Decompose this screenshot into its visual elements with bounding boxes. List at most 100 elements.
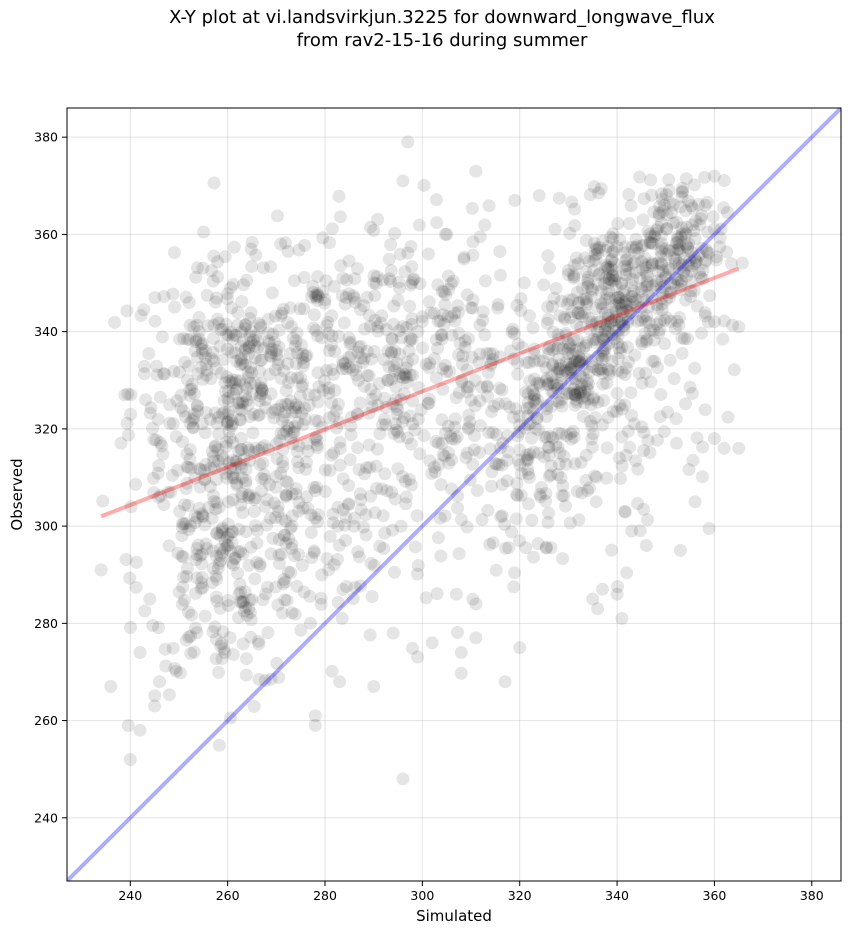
scatter-point — [407, 272, 421, 286]
scatter-point — [217, 406, 231, 420]
scatter-point — [440, 227, 454, 241]
scatter-point — [392, 324, 406, 338]
scatter-point — [147, 486, 161, 500]
scatter-point — [241, 398, 255, 412]
scatter-point — [688, 361, 702, 375]
x-tick-label: 380 — [800, 888, 824, 903]
scatter-point — [432, 458, 446, 472]
scatter-point — [191, 367, 205, 381]
scatter-point — [589, 252, 603, 266]
scatter-point — [660, 222, 673, 236]
scatter-point — [595, 362, 609, 376]
scatter-point — [181, 373, 194, 387]
scatter-point — [452, 326, 466, 340]
scatter-point — [480, 346, 494, 360]
scatter-point — [487, 399, 501, 413]
scatter-point — [152, 490, 165, 504]
scatter-point — [551, 362, 565, 376]
scatter-point — [266, 327, 280, 341]
scatter-point — [638, 258, 652, 272]
scatter-point — [563, 340, 577, 354]
scatter-point — [255, 472, 269, 485]
scatter-point — [240, 652, 253, 666]
scatter-point — [590, 243, 604, 257]
scatter-point — [358, 322, 372, 336]
scatter-point — [283, 347, 297, 361]
scatter-point — [525, 513, 539, 527]
scatter-point — [176, 435, 189, 449]
scatter-point — [531, 393, 544, 407]
scatter-point — [210, 526, 224, 540]
scatter-point — [192, 501, 206, 515]
scatter-point — [403, 334, 417, 348]
scatter-point — [675, 190, 689, 204]
scatter-point — [191, 511, 204, 525]
scatter-point — [489, 563, 503, 577]
scatter-point — [118, 388, 132, 402]
scatter-point — [721, 410, 735, 424]
scatter-point — [339, 291, 353, 305]
scatter-point — [311, 515, 325, 529]
scatter-point — [500, 453, 514, 467]
scatter-point — [684, 289, 698, 303]
scatter-point — [340, 273, 354, 287]
scatter-point — [164, 485, 178, 499]
scatter-point — [209, 439, 222, 453]
scatter-point — [305, 551, 319, 565]
scatter-point — [561, 343, 575, 356]
scatter-point — [530, 411, 544, 425]
scatter-point — [212, 557, 226, 570]
scatter-point — [235, 490, 249, 504]
scatter-point — [491, 301, 505, 315]
scatter-point — [621, 340, 634, 354]
scatter-point — [196, 509, 210, 523]
scatter-point — [179, 482, 193, 496]
scatter-point — [575, 391, 589, 405]
scatter-point — [635, 420, 649, 434]
scatter-point — [624, 306, 637, 320]
scatter-point — [234, 339, 248, 353]
scatter-point — [327, 446, 341, 460]
scatter-point — [224, 461, 237, 475]
scatter-point — [556, 342, 570, 356]
scatter-point — [544, 541, 558, 555]
scatter-point — [412, 218, 426, 232]
y-tick-label: 240 — [34, 810, 58, 825]
scatter-point — [584, 354, 598, 368]
scatter-point — [311, 395, 325, 409]
scatter-point — [256, 593, 270, 607]
scatter-point — [561, 347, 575, 361]
scatter-point — [611, 290, 625, 304]
scatter-point — [713, 231, 727, 245]
scatter-point — [676, 181, 689, 195]
scatter-point — [224, 281, 238, 295]
scatter-point — [637, 502, 651, 516]
scatter-point — [353, 396, 367, 410]
scatter-point — [451, 489, 465, 503]
scatter-point — [572, 356, 586, 370]
scatter-point — [346, 592, 360, 606]
scatter-point — [396, 470, 409, 484]
scatter-point — [438, 449, 452, 463]
scatter-point — [124, 500, 138, 514]
scatter-point — [215, 526, 229, 539]
scatter-point — [195, 570, 209, 584]
scatter-point — [568, 388, 582, 402]
scatter-point — [511, 337, 525, 351]
scatter-point — [431, 314, 445, 328]
scatter-point — [473, 347, 487, 361]
scatter-point — [393, 369, 407, 383]
scatter-point — [615, 459, 629, 473]
scatter-point — [625, 290, 639, 304]
scatter-point — [176, 550, 190, 564]
scatter-point — [717, 314, 731, 328]
scatter-point — [205, 264, 218, 278]
scatter-point — [198, 518, 212, 532]
scatter-point — [587, 236, 601, 250]
scatter-point — [219, 440, 233, 453]
scatter-point — [260, 580, 274, 594]
scatter-point — [584, 414, 597, 428]
scatter-point — [328, 345, 342, 358]
scatter-point — [209, 362, 223, 376]
scatter-point — [238, 585, 252, 599]
